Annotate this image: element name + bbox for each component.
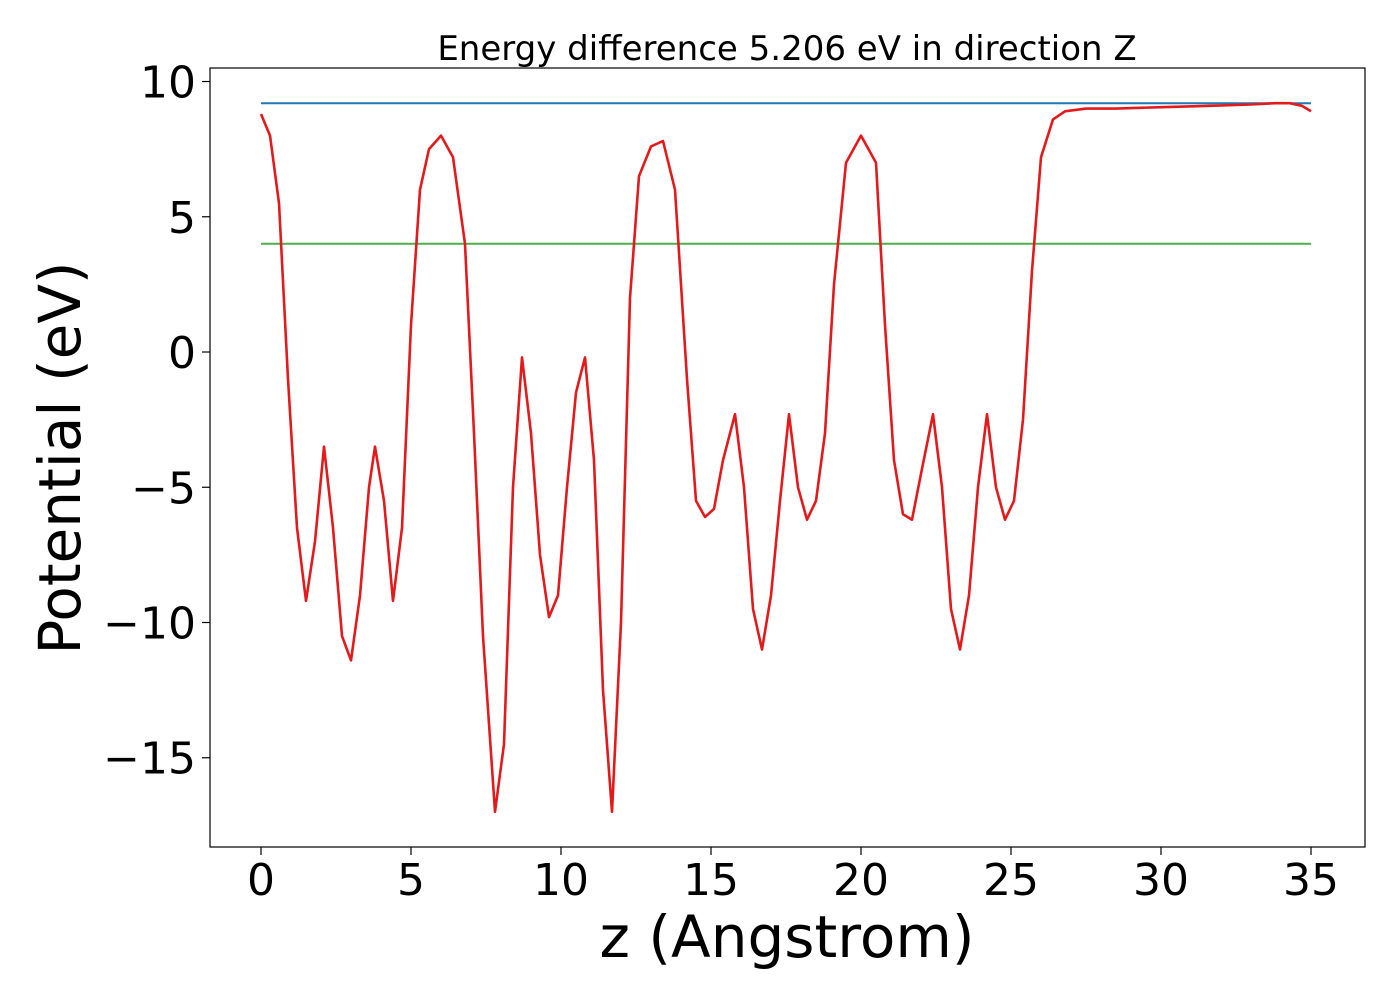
y-tick-label: −10 [103,598,196,649]
x-axis-label: z (Angstrom) [600,903,975,971]
x-tick-label: 10 [533,855,589,906]
y-tick-label: −15 [103,734,196,785]
x-tick-label: 0 [247,855,275,906]
y-axis-label: Potential (eV) [26,261,94,654]
x-tick-label: 20 [833,855,889,906]
x-tick-label: 35 [1283,855,1339,906]
y-axis-ticks: 10 5 0 −5 −10 −15 [103,58,210,785]
x-tick-label: 30 [1133,855,1189,906]
y-tick-label: 0 [168,328,196,379]
x-tick-label: 25 [983,855,1039,906]
chart-title: Energy difference 5.206 eV in direction … [437,29,1136,69]
x-tick-label: 15 [683,855,739,906]
x-axis-ticks: 0 5 10 15 20 25 30 35 [247,847,1339,906]
y-tick-label: 5 [168,193,196,244]
series-line-potential [259,101,1312,814]
y-tick-label: −5 [131,463,196,514]
series-layer [259,101,1312,814]
plot-frame [209,67,1366,848]
x-tick-label: 5 [397,855,425,906]
y-tick-label: 10 [140,58,196,109]
